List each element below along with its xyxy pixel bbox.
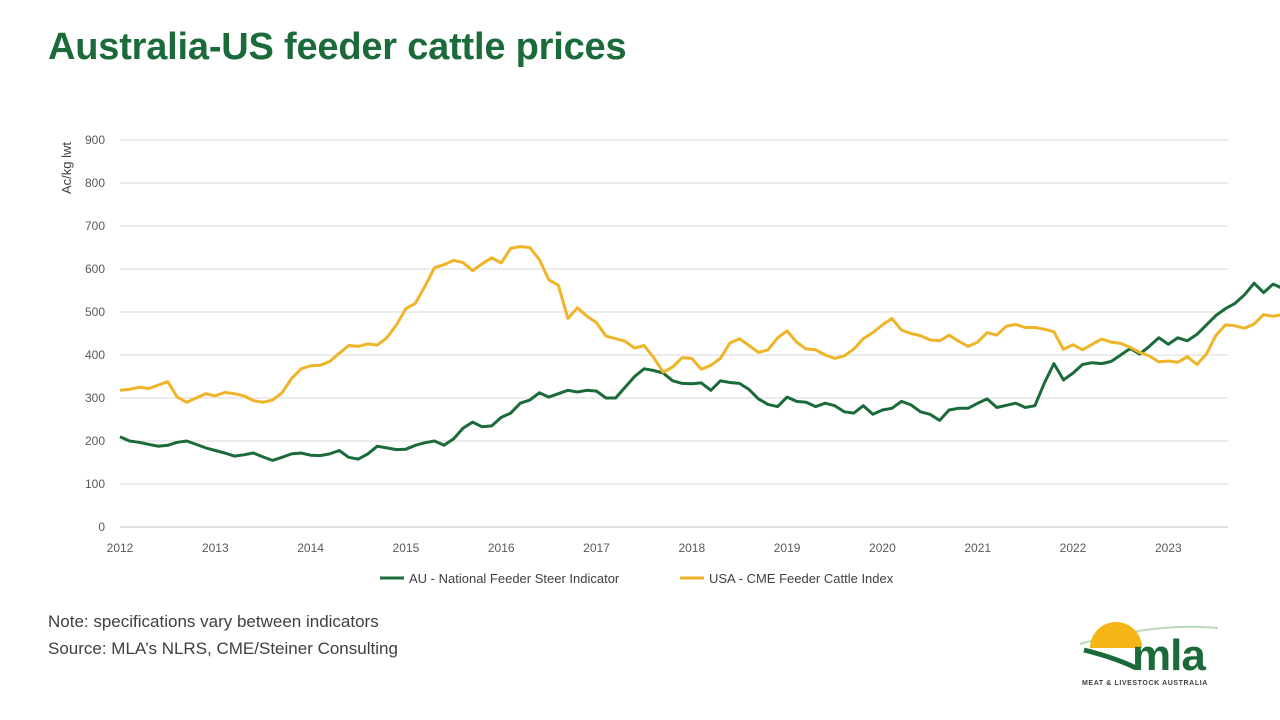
x-tick-label: 2013 [202,541,229,555]
x-tick-label: 2014 [297,541,324,555]
series-lines [119,245,1280,462]
x-tick-label: 2020 [869,541,896,555]
y-tick-label: 300 [85,391,105,405]
legend: AU - National Feeder Steer Indicator USA … [380,571,894,586]
logo-tagline: MEAT & LIVESTOCK AUSTRALIA [1082,680,1208,687]
y-tick-label: 600 [85,262,105,276]
y-tick-label: 400 [85,348,105,362]
y-axis-title: Ac/kg lwt [59,142,74,194]
logo-sun-icon [1079,622,1219,671]
footnote: Note: specifications vary between indica… [48,608,398,662]
x-axis-ticks: 2012 2013 2014 2015 2016 2017 2018 2019 2020 2021… [107,541,1182,555]
x-tick-label: 2018 [678,541,705,555]
y-tick-label: 500 [85,305,105,319]
legend-label: USA - CME Feeder Cattle Index [709,571,894,586]
y-tick-label: 200 [85,434,105,448]
y-tick-label: 100 [85,477,105,491]
x-tick-label: 2012 [107,541,134,555]
y-tick-label: 700 [85,219,105,233]
y-axis-ticks: 0 100 200 300 400 500 600 700 800 900 [85,133,105,534]
x-tick-label: 2019 [774,541,801,555]
gridlines [120,139,1228,528]
source-text: Source: MLA’s NLRS, CME/Steiner Consulti… [48,639,398,658]
x-tick-label: 2021 [964,541,991,555]
note-text: Note: specifications vary between indica… [48,612,379,631]
logo-wordmark: mla [1132,631,1206,680]
mla-logo: mla MEAT & LIVESTOCK AUSTRALIA [1076,622,1236,694]
legend-item: USA - CME Feeder Cattle Index [680,571,894,586]
x-tick-label: 2015 [393,541,420,555]
y-tick-label: 900 [85,133,105,147]
legend-label: AU - National Feeder Steer Indicator [409,571,620,586]
x-tick-label: 2017 [583,541,610,555]
y-tick-label: 800 [85,176,105,190]
series-line-au [119,281,1280,462]
x-tick-label: 2022 [1060,541,1087,555]
series-line-usa [119,245,1280,404]
y-tick-label: 0 [98,520,105,534]
x-tick-label: 2023 [1155,541,1182,555]
x-tick-label: 2016 [488,541,515,555]
legend-item: AU - National Feeder Steer Indicator [380,571,620,586]
page-title: Australia-US feeder cattle prices [48,26,627,68]
